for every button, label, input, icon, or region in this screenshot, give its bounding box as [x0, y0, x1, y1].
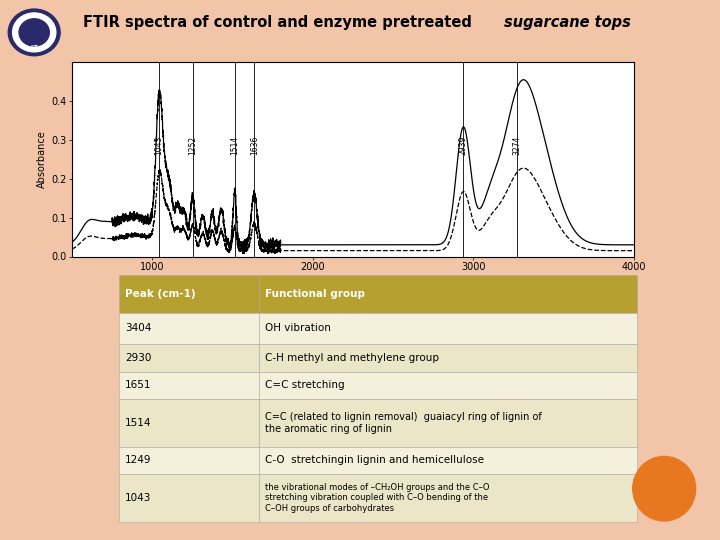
Bar [258, 447, 637, 474]
Y-axis label: Absorbance: Absorbance [37, 131, 47, 188]
Bar [258, 399, 637, 447]
Text: 2930: 2930 [125, 353, 151, 363]
Bar [258, 313, 637, 344]
Bar [258, 344, 637, 372]
Circle shape [9, 9, 60, 56]
Text: 2939: 2939 [459, 136, 468, 155]
Text: 3274: 3274 [513, 136, 521, 155]
Text: 3404: 3404 [125, 323, 151, 333]
Text: 1043: 1043 [125, 493, 151, 503]
Text: 1636: 1636 [250, 136, 258, 155]
Circle shape [12, 13, 56, 52]
Text: 1249: 1249 [125, 455, 151, 465]
Text: 1252: 1252 [188, 136, 197, 155]
Text: 1514: 1514 [125, 418, 151, 428]
Text: sugarcane tops: sugarcane tops [504, 15, 631, 30]
Text: cm-1: cm-1 [341, 309, 364, 318]
Text: C=C stretching: C=C stretching [265, 381, 345, 390]
Text: Peak (cm-1): Peak (cm-1) [125, 289, 196, 299]
Circle shape [19, 19, 49, 46]
Text: C-O  stretchingin lignin and hemicellulose: C-O stretchingin lignin and hemicellulos… [265, 455, 484, 465]
Text: 1514: 1514 [230, 136, 239, 155]
Text: the vibrational modes of –CH₂OH groups and the C–O
stretching vibration coupled : the vibrational modes of –CH₂OH groups a… [265, 483, 490, 513]
Bar [119, 275, 258, 313]
Bar [119, 313, 258, 344]
Bar [119, 447, 258, 474]
Text: OH vibration: OH vibration [265, 323, 331, 333]
Circle shape [633, 456, 696, 521]
Bar [258, 372, 637, 399]
Text: C=C (related to lignin removal)  guaiacyl ring of lignin of
the aromatic ring of: C=C (related to lignin removal) guaiacyl… [265, 412, 541, 434]
Bar [119, 474, 258, 522]
Text: C-H methyl and methylene group: C-H methyl and methylene group [265, 353, 439, 363]
Bar [119, 372, 258, 399]
Bar [258, 474, 637, 522]
Text: Wavenumbers: Wavenumbers [320, 292, 385, 300]
Text: 1651: 1651 [125, 381, 151, 390]
Text: FTIR spectra of control and enzyme pretreated: FTIR spectra of control and enzyme pretr… [83, 15, 477, 30]
Bar [258, 275, 637, 313]
Text: Functional group: Functional group [265, 289, 365, 299]
Bar [119, 344, 258, 372]
Text: 1043: 1043 [155, 136, 163, 155]
Text: IIT: IIT [30, 45, 38, 50]
Bar [119, 399, 258, 447]
